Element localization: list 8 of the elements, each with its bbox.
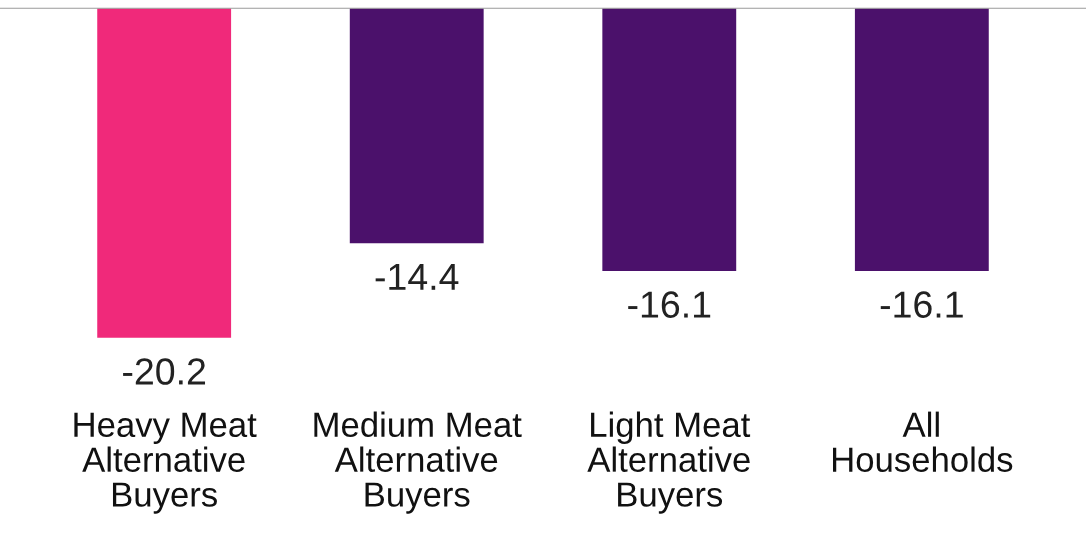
- data-label: -14.4: [375, 264, 459, 290]
- x-tick-label: Medium Meat Alternative Buyers: [314, 411, 522, 514]
- data-label: -20.2: [123, 358, 206, 385]
- data-label: -16.1: [880, 291, 963, 318]
- data-label: -16.1: [628, 291, 711, 318]
- x-tick-label: All Households: [833, 411, 1013, 472]
- x-tick-label: Light Meat Alternative Buyers: [587, 411, 751, 514]
- x-tick-label: Heavy Meat Alternative Buyers: [74, 412, 257, 514]
